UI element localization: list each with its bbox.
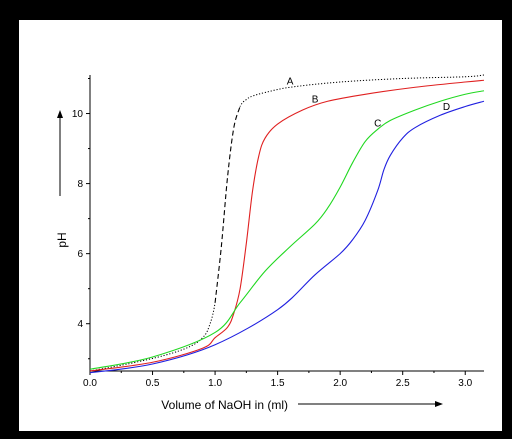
curve-a-dashed-segment — [214, 106, 241, 303]
x-tick-label: 2.5 — [396, 378, 410, 389]
x-tick-label: 2.0 — [333, 378, 347, 389]
x-tick-label: 1.0 — [208, 378, 222, 389]
curve-label-a: A — [287, 76, 294, 87]
curve-a — [89, 74, 485, 372]
y-axis-title: pH — [55, 232, 69, 247]
curve-d — [89, 100, 485, 374]
y-tick-label: 8 — [77, 179, 83, 190]
x-tick-label: 0.5 — [146, 378, 160, 389]
x-axis-arrow-head — [435, 401, 443, 407]
y-tick-label: 10 — [72, 109, 84, 120]
curve-a-gap-mask — [213, 106, 242, 303]
x-axis-title: Volume of NaOH in (ml) — [161, 398, 288, 412]
y-tick-label: 4 — [77, 319, 83, 330]
curve-c — [89, 90, 485, 370]
y-tick-label: 6 — [77, 249, 83, 260]
x-tick-label: 3.0 — [458, 378, 472, 389]
plot-panel — [19, 20, 502, 431]
x-tick-label: 0.0 — [83, 378, 97, 389]
x-tick-label: 1.5 — [271, 378, 285, 389]
curve-label-d: D — [443, 102, 450, 113]
curve-label-c: C — [374, 118, 381, 129]
y-axis-arrow-head — [57, 110, 63, 118]
curve-label-b: B — [312, 95, 319, 106]
curve-b — [89, 79, 485, 372]
